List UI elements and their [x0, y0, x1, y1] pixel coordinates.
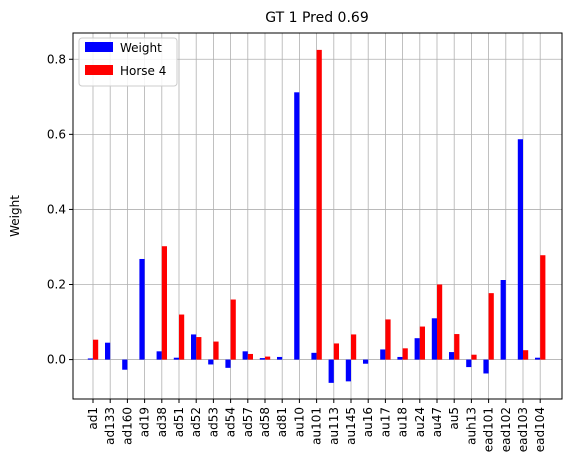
x-tick-label: au24	[413, 407, 427, 437]
bar-horse-4	[385, 319, 391, 360]
bar-weight	[414, 338, 420, 360]
y-axis-label: Weight	[8, 195, 22, 237]
bar-horse-4	[93, 339, 99, 360]
bar-horse-4	[265, 356, 271, 360]
bar-horse-4	[454, 334, 460, 360]
bar-weight	[449, 352, 455, 360]
x-tick-label: au18	[396, 407, 410, 437]
y-tick-label: 0.0	[47, 353, 66, 367]
axes: 0.0 0.2 0.4 0.6 0.8 ad1 ad133 ad160 ad19 ad38 ad51…	[47, 52, 547, 452]
legend-swatch-horse-4	[85, 65, 113, 75]
x-tick-label: au101	[310, 407, 324, 445]
bar-horse-4	[230, 299, 236, 360]
bar-weight	[156, 351, 162, 360]
bar-horse-4	[419, 326, 425, 360]
legend-label-horse-4: Horse 4	[120, 64, 166, 78]
bar-weight	[517, 139, 523, 360]
bar-horse-4	[179, 314, 185, 360]
bar-horse-4	[333, 343, 339, 360]
bars	[87, 49, 546, 383]
bar-weight	[139, 258, 145, 360]
x-tick-label: ad19	[138, 407, 152, 437]
bar-weight	[500, 280, 506, 360]
x-tick-label: ad52	[189, 407, 203, 437]
bar-weight	[259, 358, 265, 360]
bar-weight	[431, 318, 437, 360]
bar-weight	[535, 357, 541, 360]
x-tick-label: auh13	[464, 407, 478, 445]
bar-weight	[345, 359, 351, 382]
x-tick-label: au145	[344, 407, 358, 445]
x-tick-label: au113	[327, 407, 341, 445]
bar-horse-4	[196, 337, 202, 360]
bar-horse-4	[213, 341, 219, 360]
y-tick-label: 0.8	[47, 52, 66, 66]
bar-weight	[225, 359, 231, 368]
y-tick-label: 0.6	[47, 127, 66, 141]
bar-horse-4	[540, 255, 546, 360]
plot-frame	[72, 32, 563, 400]
bar-weight	[294, 92, 300, 360]
bar-horse-4	[471, 354, 477, 360]
bar-weight	[277, 356, 283, 360]
x-tick-label: au47	[430, 407, 444, 437]
bar-weight	[311, 352, 317, 360]
x-tick-label: au17	[378, 407, 392, 437]
y-tick-label: 0.2	[47, 278, 66, 292]
bar-horse-4	[523, 350, 529, 360]
bar-weight	[191, 334, 197, 360]
bar-horse-4	[437, 284, 443, 360]
bar-weight	[87, 358, 93, 360]
x-tick-label: ad81	[275, 407, 289, 437]
x-tick-label: ad58	[258, 407, 272, 437]
x-tick-label: ead101	[482, 407, 496, 452]
y-tick-label: 0.4	[47, 202, 66, 216]
x-tick-label: ead103	[516, 407, 530, 452]
x-tick-label: ad133	[103, 407, 117, 445]
bar-weight	[363, 359, 369, 364]
bar-weight	[208, 359, 214, 365]
bar-weight	[122, 359, 128, 370]
bar-horse-4	[316, 49, 322, 360]
x-tick-label: ad53	[206, 407, 220, 437]
x-tick-label: ad54	[224, 407, 238, 437]
x-tick-label: ad160	[120, 407, 134, 445]
legend-swatch-weight	[85, 42, 113, 52]
bar-horse-4	[488, 293, 494, 360]
x-tick-label: au16	[361, 407, 375, 437]
bar-horse-4	[402, 348, 408, 360]
x-tick-label: au10	[292, 407, 306, 437]
bar-horse-4	[351, 334, 357, 360]
legend: Weight Horse 4	[78, 37, 178, 87]
x-tick-label: ead104	[533, 407, 547, 452]
x-tick-label: ead102	[499, 407, 513, 452]
x-tick-label: ad57	[241, 407, 255, 437]
bar-weight	[173, 357, 179, 360]
x-tick-label: au5	[447, 407, 461, 430]
x-tick-label: ad38	[155, 407, 169, 437]
bar-weight	[105, 342, 111, 360]
bar-weight	[397, 356, 403, 360]
bar-weight	[466, 359, 472, 368]
bar-weight	[483, 359, 489, 374]
x-tick-label: ad51	[172, 407, 186, 437]
chart-title: GT 1 Pred 0.69	[265, 10, 368, 26]
x-tick-label: ad1	[86, 407, 100, 430]
bar-weight	[328, 359, 334, 383]
legend-label-weight: Weight	[120, 41, 162, 55]
bar-horse-4	[161, 246, 167, 360]
bar-horse-4	[247, 353, 253, 360]
bar-weight	[380, 349, 386, 360]
bar-weight	[242, 351, 248, 360]
